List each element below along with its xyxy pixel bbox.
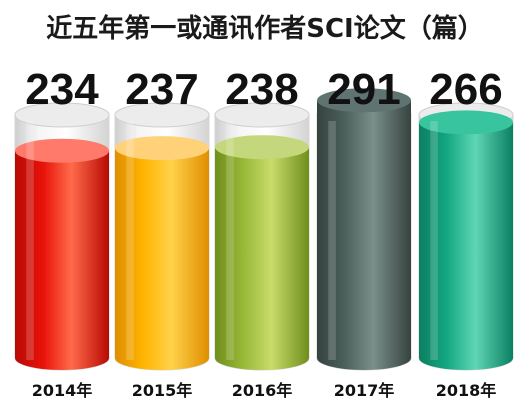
glass-highlight — [430, 121, 438, 360]
bar — [115, 148, 209, 370]
bar — [215, 147, 309, 370]
bars-layer — [14, 88, 514, 371]
data-label: 234 — [25, 65, 99, 114]
glass-highlight — [226, 121, 234, 360]
bar — [15, 150, 109, 370]
x-tick-label: 2014年 — [32, 381, 93, 400]
data-label: 238 — [225, 65, 298, 114]
glass-highlight — [26, 121, 34, 360]
glass-highlight — [126, 121, 134, 360]
bar-top — [15, 138, 109, 163]
bar-top — [419, 110, 513, 135]
bar — [317, 100, 411, 370]
bar-top — [215, 135, 309, 160]
x-tick-label: 2017年 — [334, 381, 395, 400]
x-tick-label: 2015年 — [132, 381, 193, 400]
chart-title: 近五年第一或通讯作者SCI论文（篇） — [46, 14, 484, 44]
bar-top — [115, 136, 209, 161]
bar-top — [317, 88, 411, 113]
glass-highlight — [328, 121, 336, 360]
glass-tube-top — [114, 102, 210, 128]
labels-layer: 234 2014年 237 2015年 238 2016年 291 2017年 266 2018年 — [25, 65, 502, 400]
glass-tube-top — [14, 102, 110, 128]
data-label: 291 — [327, 65, 400, 114]
bar — [419, 122, 513, 371]
glass-tube-top — [214, 102, 310, 128]
data-label: 237 — [125, 65, 198, 114]
x-tick-label: 2018年 — [436, 381, 497, 400]
data-label: 266 — [429, 65, 502, 114]
x-tick-label: 2016年 — [232, 381, 293, 400]
